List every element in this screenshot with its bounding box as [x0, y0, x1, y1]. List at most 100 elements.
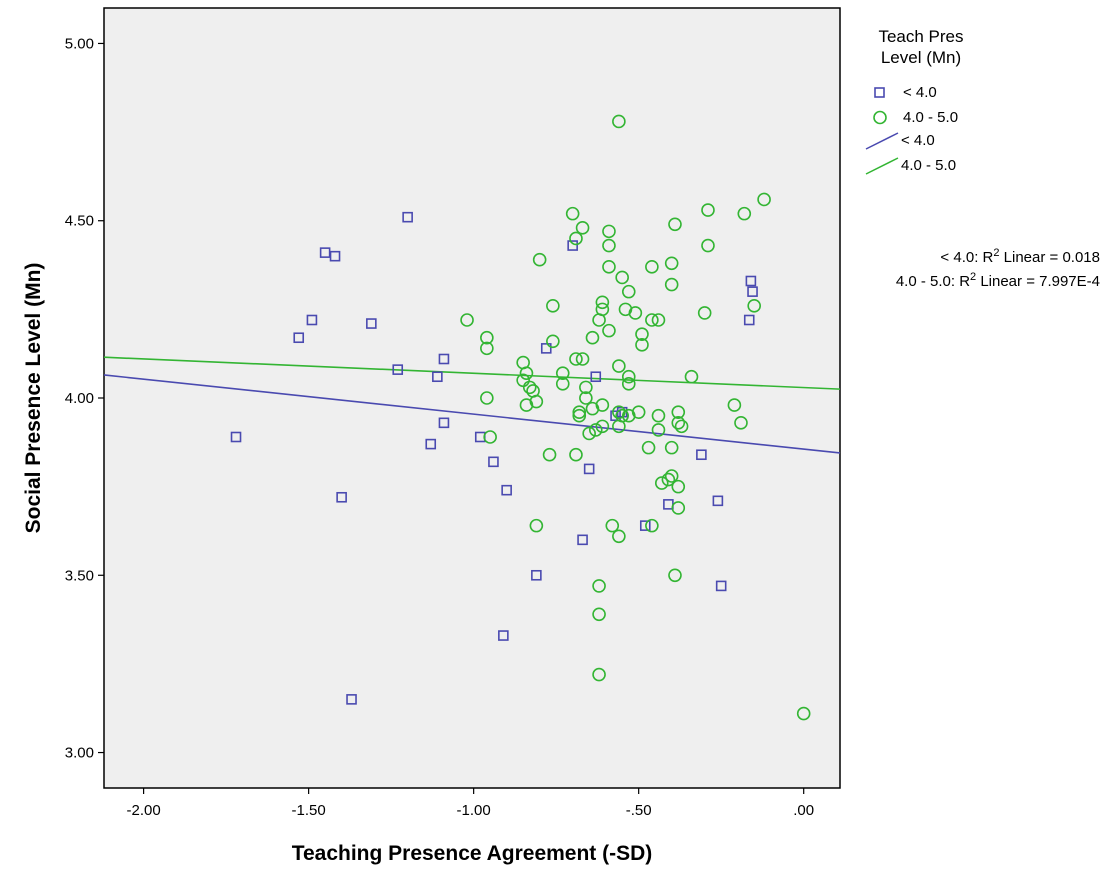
data-point-mid: [734, 416, 748, 430]
data-point-mid: [635, 327, 649, 341]
data-point-mid: [664, 440, 679, 455]
data-point-mid: [555, 377, 570, 391]
y-tick-label: 5.00: [65, 35, 94, 52]
r-squared-annotation: 4.0 - 5.0: R2 Linear = 7.997E-4: [896, 271, 1100, 290]
data-point-mid: [684, 369, 699, 384]
y-axis: 3.00 3.50 4.00 4.50 5.00: [65, 35, 104, 762]
data-point-mid: [595, 419, 610, 434]
data-point-mid: [569, 447, 583, 462]
legend-label: < 4.0: [901, 132, 935, 149]
y-tick-label: 3.00: [65, 745, 94, 762]
data-point-low: [747, 286, 758, 297]
data-point-mid: [628, 306, 643, 320]
data-point-low: [346, 694, 357, 705]
data-point-mid: [542, 447, 557, 462]
data-point-mid: [572, 405, 587, 419]
legend-line-low: [865, 132, 899, 150]
data-point-mid: [621, 284, 636, 299]
legend-marker-mid: [873, 110, 887, 125]
data-point-mid: [595, 398, 610, 412]
data-point-mid: [529, 518, 544, 533]
data-point-mid: [671, 416, 686, 430]
fit-lines: [103, 356, 841, 454]
data-point-low: [329, 250, 341, 262]
x-tick-label: .00: [793, 802, 814, 819]
data-point-mid: [480, 341, 494, 356]
data-point-mid: [546, 299, 560, 313]
data-point-mid: [483, 430, 497, 444]
data-point-mid: [602, 224, 616, 239]
data-point-low: [336, 491, 347, 503]
data-point-low: [567, 240, 578, 251]
data-point-mid: [480, 391, 494, 405]
data-point-mid: [674, 419, 689, 434]
data-point-low: [531, 569, 542, 581]
data-point-low: [498, 630, 509, 641]
data-point-mid: [592, 579, 606, 593]
data-point-mid: [654, 476, 669, 490]
data-point-mid: [661, 472, 676, 487]
data-point-mid: [645, 518, 659, 533]
fit-line-low: [103, 374, 841, 454]
data-point-mid: [592, 667, 606, 682]
data-point-mid: [671, 479, 686, 494]
data-point-mid: [480, 330, 494, 345]
data-point-mid: [651, 423, 666, 437]
r-squared-annotation: < 4.0: R2 Linear = 0.018: [940, 247, 1100, 266]
data-point-mid: [519, 366, 534, 380]
data-point-low: [438, 417, 450, 429]
data-point-mid: [671, 405, 686, 419]
data-point-low: [425, 438, 437, 450]
fit-annotations: < 4.0: R2 Linear = 0.018 4.0 - 5.0: R2 Li…: [896, 247, 1100, 290]
data-point-mid: [602, 323, 616, 338]
data-point-mid: [645, 313, 659, 327]
legend-marker-low: [874, 87, 885, 98]
data-point-low: [590, 371, 602, 383]
data-point-mid: [668, 568, 682, 583]
data-point-mid: [555, 366, 570, 380]
data-point-low: [696, 449, 707, 461]
data-point-mid: [664, 256, 679, 271]
data-point-mid: [519, 398, 534, 412]
data-point-mid: [592, 313, 606, 327]
data-point-mid: [579, 380, 593, 395]
data-point-low: [488, 456, 499, 468]
data-point-mid: [532, 252, 547, 267]
legend-label: < 4.0: [903, 84, 937, 101]
fit-line-mid: [103, 356, 841, 390]
x-tick-label: -2.00: [127, 802, 161, 819]
data-point-low: [745, 275, 757, 287]
plot-area: [103, 7, 841, 789]
data-point-mid: [612, 419, 626, 434]
data-point-low: [402, 211, 413, 223]
data-point-mid: [575, 221, 590, 235]
data-point-mid: [664, 277, 679, 292]
data-point-mid: [697, 306, 712, 320]
data-point-low: [639, 520, 651, 531]
data-point-mid: [546, 334, 560, 349]
data-point-mid: [621, 377, 636, 391]
data-point-mid: [612, 359, 626, 373]
legend-label: 4.0 - 5.0: [901, 157, 956, 174]
data-point-mid: [605, 518, 620, 533]
data-point-mid: [602, 260, 616, 274]
data-point-mid: [615, 270, 629, 285]
data-point-low: [319, 247, 331, 258]
data-point-mid: [595, 295, 610, 310]
data-point-mid: [569, 231, 583, 246]
data-point-low: [583, 463, 595, 475]
data-point-low: [577, 534, 588, 546]
data-point-mid: [579, 391, 593, 405]
data-point-mid: [588, 423, 603, 437]
data-point-mid: [701, 238, 715, 253]
data-point-low: [715, 580, 727, 592]
data-point-mid: [796, 706, 811, 721]
legend-title: Level (Mn): [881, 48, 961, 67]
x-axis-title: Teaching Presence Agreement (-SD): [292, 842, 653, 865]
data-point-low: [743, 314, 755, 326]
legend-title: Teach Pres: [878, 27, 963, 46]
y-tick-label: 4.00: [65, 390, 94, 407]
data-point-mid: [585, 330, 600, 345]
data-point-low: [712, 495, 724, 507]
